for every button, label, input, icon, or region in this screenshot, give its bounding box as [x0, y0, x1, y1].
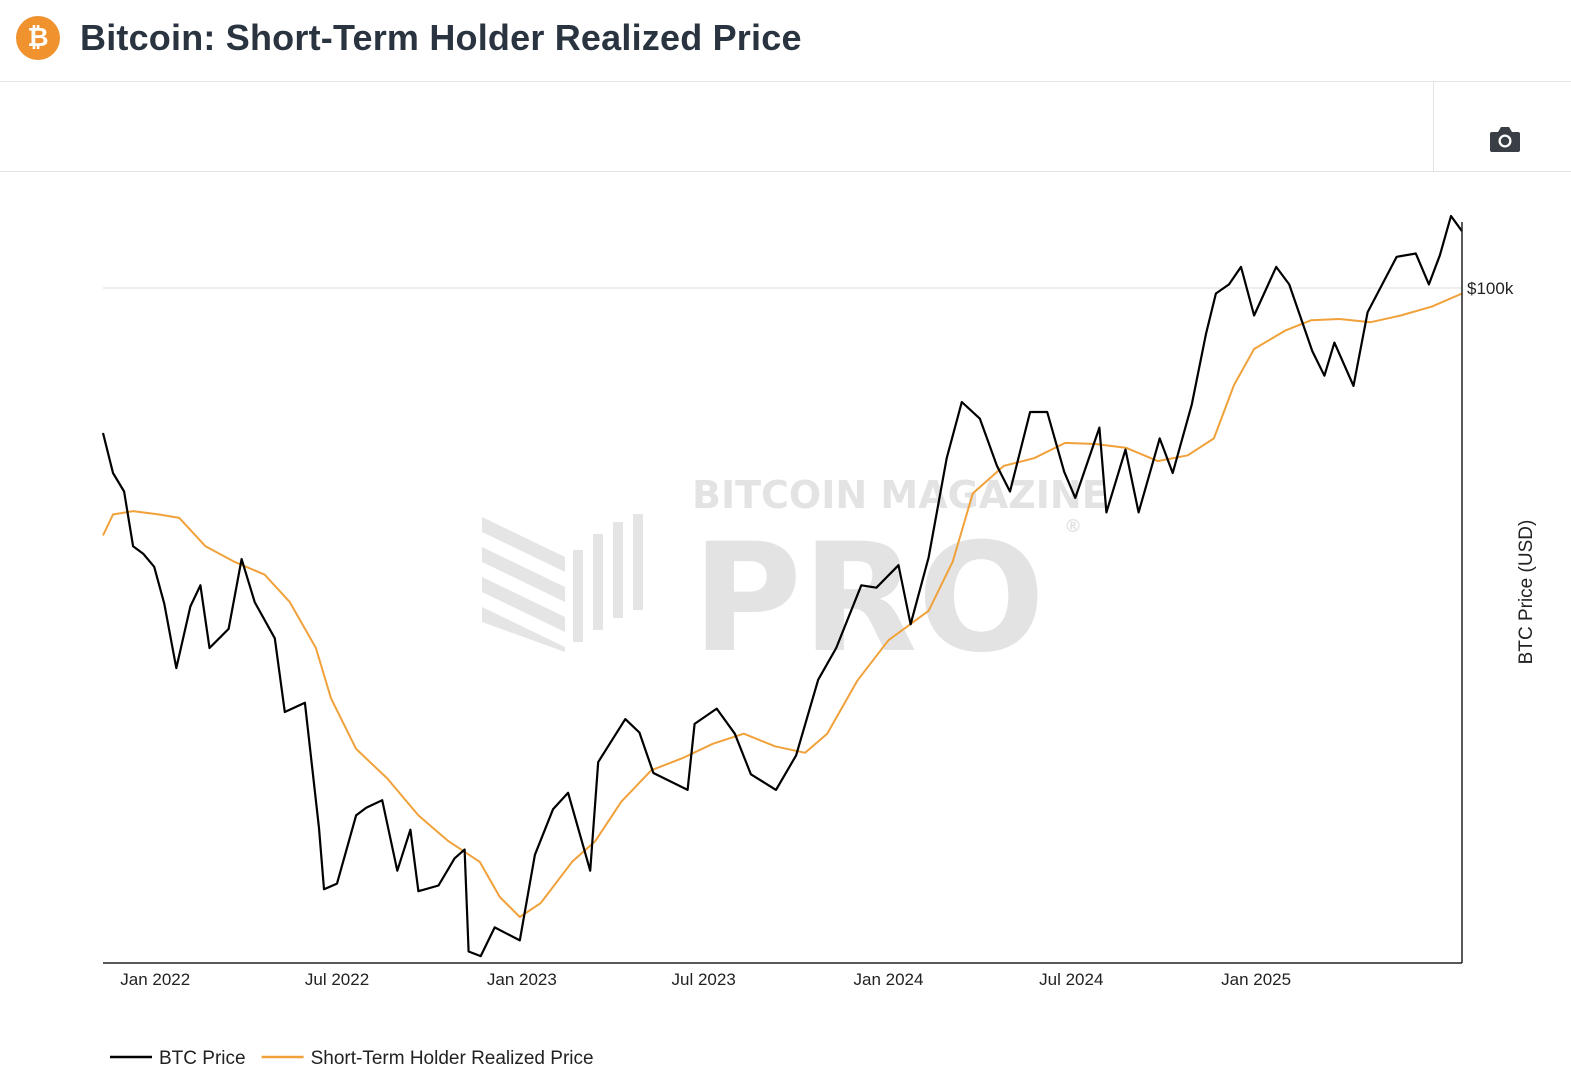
screenshot-button[interactable] [1488, 124, 1522, 154]
watermark: BITCOIN MAGAZINE PRO ® [482, 473, 1108, 686]
x-tick-label: Jan 2022 [120, 970, 190, 989]
toolbar [0, 82, 1571, 172]
y-axis-ticks: $100k [1467, 279, 1514, 298]
x-tick-label: Jul 2023 [672, 970, 736, 989]
bitcoin-logo-icon: ₿ [16, 16, 60, 60]
x-tick-label: Jul 2022 [305, 970, 369, 989]
x-tick-label: Jan 2023 [487, 970, 557, 989]
page-title: Bitcoin: Short-Term Holder Realized Pric… [80, 17, 802, 58]
legend-label: BTC Price [159, 1048, 246, 1069]
chart-svg: BITCOIN MAGAZINE PRO ® Jan 2022 Jul 2022 J… [101, 214, 1537, 1069]
camera-icon [1490, 127, 1520, 152]
header: ₿ Bitcoin: Short-Term Holder Realized Pr… [0, 0, 1571, 82]
watermark-line1: BITCOIN MAGAZINE [692, 473, 1108, 517]
x-tick-label: Jan 2024 [853, 970, 923, 989]
toolbar-divider [1433, 82, 1434, 171]
legend-label: Short-Term Holder Realized Price [311, 1048, 594, 1069]
y-axis-title: BTC Price (USD) [1516, 520, 1537, 665]
series-line-btc-price [101, 214, 1463, 958]
legend: BTC Price Short-Term Holder Realized Pric… [110, 1048, 594, 1069]
watermark-line2: PRO [692, 512, 1045, 686]
x-tick-label: Jul 2024 [1039, 970, 1103, 989]
y-tick-label: $100k [1467, 279, 1514, 298]
watermark-mark: ® [1064, 516, 1082, 537]
series-line-sth-realized-price [102, 292, 1463, 918]
series-layer [101, 214, 1463, 958]
chart-area: BITCOIN MAGAZINE PRO ® Jan 2022 Jul 2022 J… [0, 172, 1571, 1080]
watermark-logo-icon [482, 514, 643, 652]
x-tick-label: Jan 2025 [1221, 970, 1291, 989]
x-axis-ticks: Jan 2022 Jul 2022 Jan 2023 Jul 2023 Jan 2024… [120, 970, 1291, 989]
